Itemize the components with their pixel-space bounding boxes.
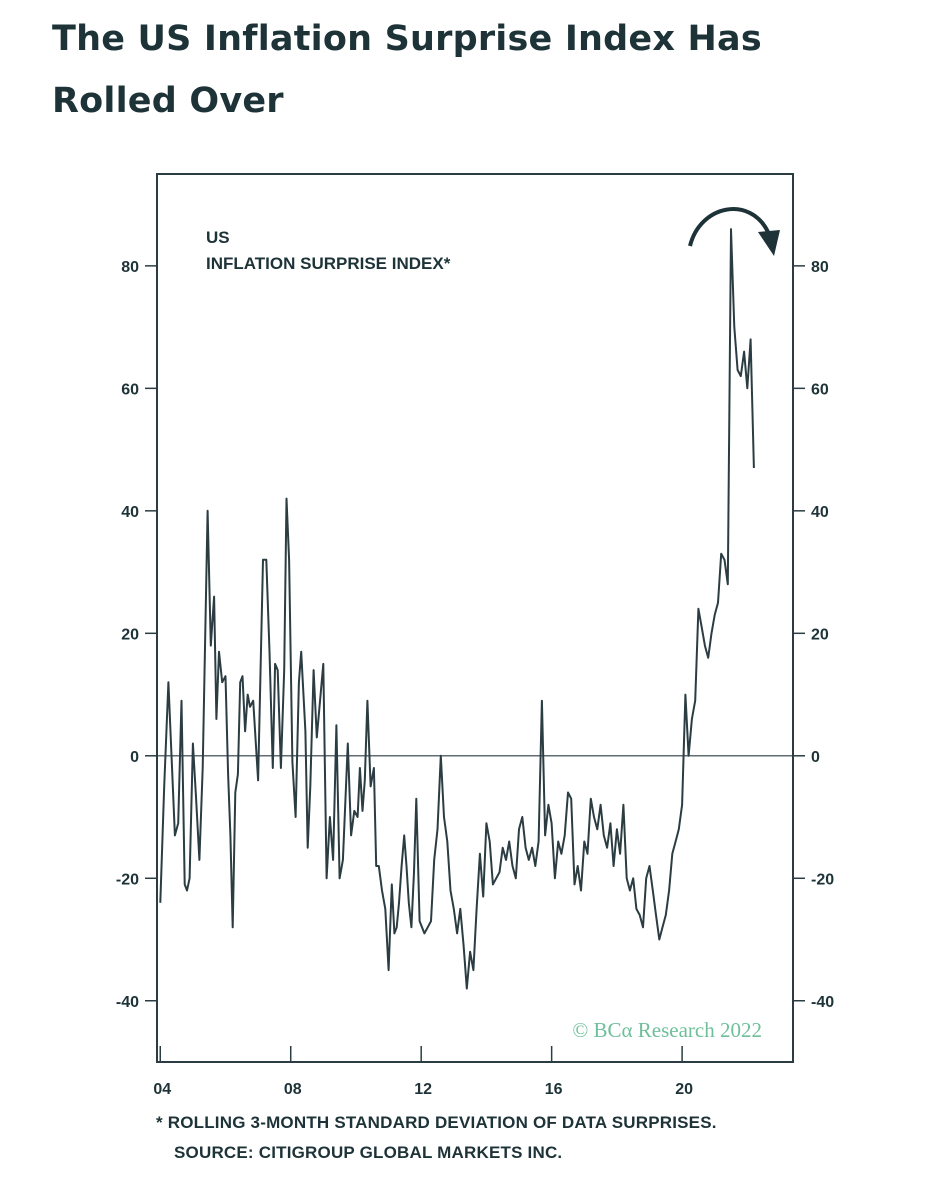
plot-frame (156, 173, 794, 1063)
y-tick-label-left: 0 (130, 749, 139, 766)
chart-title-line-2: INFLATION SURPRISE INDEX* (206, 254, 451, 273)
y-tick-label-right: 40 (811, 504, 829, 521)
y-tick-label-left: -20 (116, 871, 139, 888)
y-axis-left: -40 -20 0 20 40 60 80 (116, 259, 157, 1011)
footnote-line-2: SOURCE: CITIGROUP GLOBAL MARKETS INC. (174, 1143, 563, 1162)
y-tick-label-right: -40 (811, 994, 834, 1011)
chart-title-line-1: US (206, 228, 230, 247)
y-tick-label-left: 40 (121, 504, 139, 521)
y-tick-label-right: 0 (811, 749, 820, 766)
y-tick-label-right: 60 (811, 381, 829, 398)
y-tick-label-left: 60 (121, 381, 139, 398)
y-tick-label-right: 80 (811, 259, 829, 276)
x-tick-label: 04 (153, 1081, 171, 1098)
rollover-arrow-icon (688, 207, 780, 256)
footnote: * ROLLING 3-MONTH STANDARD DEVIATION OF … (156, 1108, 717, 1168)
x-tick-label: 16 (545, 1081, 563, 1098)
x-tick-label: 20 (675, 1081, 693, 1098)
y-axis-right: -40 -20 0 20 40 60 80 (793, 259, 834, 1011)
x-tick-label: 08 (284, 1081, 302, 1098)
y-tick-label-right: 20 (811, 626, 829, 643)
y-tick-label-left: 80 (121, 259, 139, 276)
y-tick-label-left: 20 (121, 626, 139, 643)
footnote-line-1: * ROLLING 3-MONTH STANDARD DEVIATION OF … (156, 1113, 717, 1132)
x-tick-label: 12 (414, 1081, 432, 1098)
watermark: © BCα Research 2022 (572, 1018, 762, 1042)
y-tick-label-right: -20 (811, 871, 834, 888)
series-line (159, 228, 755, 990)
page-title: The US Inflation Surprise Index Has Roll… (52, 19, 762, 121)
chart: -40 -20 0 20 40 60 80 -40 -20 0 20 40 60 80 04 08 12 16… (116, 173, 834, 1098)
x-axis: 04 08 12 16 20 (153, 1046, 693, 1098)
y-tick-label-left: -40 (116, 994, 139, 1011)
